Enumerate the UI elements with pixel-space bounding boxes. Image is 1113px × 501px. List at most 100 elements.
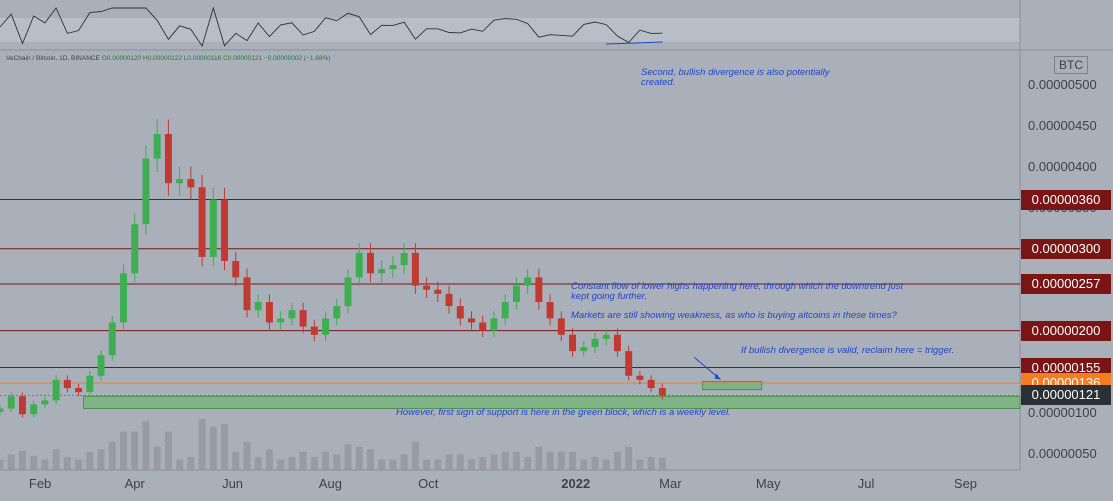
volume-bar (423, 459, 431, 470)
volume-bar (569, 451, 577, 470)
candle-body (355, 252, 363, 278)
volume-bar (366, 449, 374, 470)
volume-bar (512, 451, 520, 470)
y-tick-label: 0.00000450 (1028, 117, 1097, 133)
volume-bar (411, 441, 419, 470)
volume-bar (557, 451, 565, 470)
volume-bar (344, 444, 352, 470)
x-tick-label: Jun (222, 476, 244, 491)
zone-rect (82, 395, 1021, 409)
volume-bar (63, 456, 71, 470)
volume-bar (445, 454, 453, 470)
candle-body (41, 400, 49, 405)
levels-layer (0, 199, 1020, 396)
currency-label[interactable]: BTC (1054, 56, 1088, 74)
candle-body (591, 338, 599, 348)
level-badge: 0.00000121 (1021, 385, 1111, 406)
candle-body (277, 318, 285, 323)
candle-body (512, 285, 520, 302)
candle-body (366, 252, 374, 274)
candle-body (456, 306, 464, 319)
annotation-support-block: However, first sign of support is here i… (396, 407, 731, 418)
volume-bar (479, 456, 487, 470)
volume-bar (142, 421, 150, 470)
x-tick-label: Feb (28, 476, 52, 491)
level-badge: 0.00000360 (1021, 189, 1111, 210)
candle-body (131, 224, 139, 274)
volume-bar (221, 423, 229, 470)
x-tick-label: Mar (659, 476, 682, 491)
volume-bar (591, 456, 599, 470)
candle-body (501, 302, 509, 319)
zone-rect (702, 381, 763, 391)
volume-bar (602, 459, 610, 470)
candle-body (423, 285, 431, 290)
x-tick-label: Jul (857, 476, 875, 491)
zones-layer (82, 381, 1021, 409)
candle-body (445, 293, 453, 307)
candle-body (490, 318, 498, 331)
candle-body (625, 351, 633, 376)
volume-bar (322, 451, 330, 470)
level-badge: 0.00000155 (1021, 357, 1111, 378)
candle-body (288, 310, 296, 319)
volume-bar (209, 426, 217, 470)
candle-body (636, 375, 644, 380)
volume-bar (30, 455, 38, 470)
candle-body (232, 261, 240, 278)
volume-bar (164, 431, 172, 470)
candle-body (30, 404, 38, 415)
candle-body (400, 252, 408, 266)
candle-body (468, 318, 475, 323)
volume-bar (120, 431, 127, 470)
volume-bars (0, 418, 666, 470)
volume-bar (18, 450, 26, 470)
candle-body (254, 302, 262, 311)
candle-body (187, 179, 195, 188)
volume-bar (187, 456, 195, 470)
volume-bar (7, 454, 15, 470)
volume-bar (75, 459, 83, 470)
x-tick-label: Oct (418, 476, 439, 491)
annotation-second-divergence: Second, bullish divergence is also poten… (641, 67, 830, 88)
volume-bar (625, 446, 633, 470)
volume-bar (86, 451, 94, 470)
annotation-lower-highs: Constant flow of lower highs happening h… (571, 281, 904, 302)
volume-bar (580, 459, 588, 470)
volume-bar (176, 459, 184, 470)
oscillator-line (0, 6, 663, 48)
candle-body (434, 289, 442, 294)
x-tick-label: Aug (318, 476, 342, 491)
candles-layer (0, 119, 666, 418)
volume-bar (153, 446, 161, 470)
candle-body (7, 396, 15, 409)
volume-bar (613, 451, 621, 470)
volume-bar (288, 456, 296, 470)
volume-bar (41, 459, 49, 470)
candle-body (602, 334, 610, 339)
ohlc-values: O0.00000120 H0.00000122 L0.00000116 C0.0… (101, 55, 331, 62)
volume-bar (501, 451, 509, 470)
candle-body (322, 318, 330, 335)
level-badge: 0.00000200 (1021, 320, 1111, 341)
volume-bar (277, 459, 285, 470)
candle-body (389, 265, 397, 270)
oscillator-divergence-line (606, 41, 663, 45)
volume-bar (310, 456, 318, 470)
volume-bar (198, 418, 206, 470)
volume-bar (0, 459, 4, 470)
level-badge: 0.00000300 (1021, 238, 1111, 259)
candle-body (198, 187, 206, 257)
volume-bar (658, 457, 666, 470)
volume-bar (468, 459, 475, 470)
volume-bar (490, 454, 498, 470)
x-tick-label: Sep (953, 476, 978, 491)
volume-bar (400, 454, 408, 470)
candle-body (97, 355, 105, 376)
candle-body (647, 379, 655, 389)
candle-body (164, 134, 172, 184)
volume-bar (524, 456, 532, 470)
volume-bar (254, 456, 262, 470)
volume-bar (108, 441, 116, 470)
